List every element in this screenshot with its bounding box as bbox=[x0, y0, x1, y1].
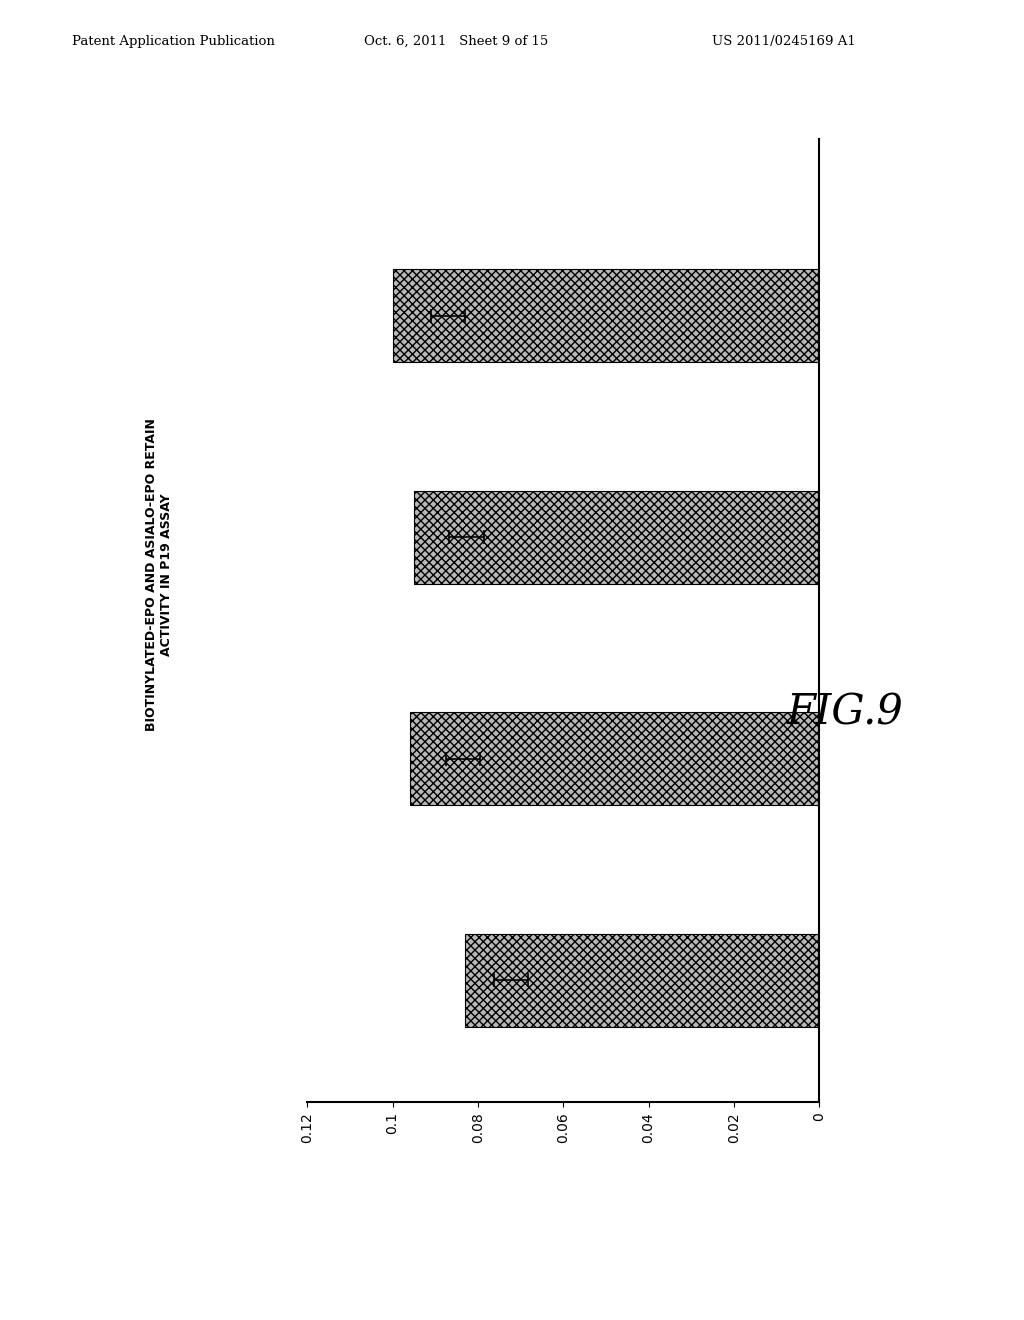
Bar bbox=[414, 491, 819, 583]
Text: FIG.9: FIG.9 bbox=[786, 692, 903, 734]
Text: US 2011/0245169 A1: US 2011/0245169 A1 bbox=[712, 34, 855, 48]
Bar bbox=[392, 269, 819, 362]
Bar bbox=[410, 713, 819, 805]
Text: Oct. 6, 2011   Sheet 9 of 15: Oct. 6, 2011 Sheet 9 of 15 bbox=[364, 34, 548, 48]
Bar bbox=[465, 933, 819, 1027]
Text: BIOTINYLATED-EPO AND ASIALO-EPO RETAIN
ACTIVITY IN P19 ASSAY: BIOTINYLATED-EPO AND ASIALO-EPO RETAIN A… bbox=[144, 417, 173, 731]
Text: Patent Application Publication: Patent Application Publication bbox=[72, 34, 274, 48]
